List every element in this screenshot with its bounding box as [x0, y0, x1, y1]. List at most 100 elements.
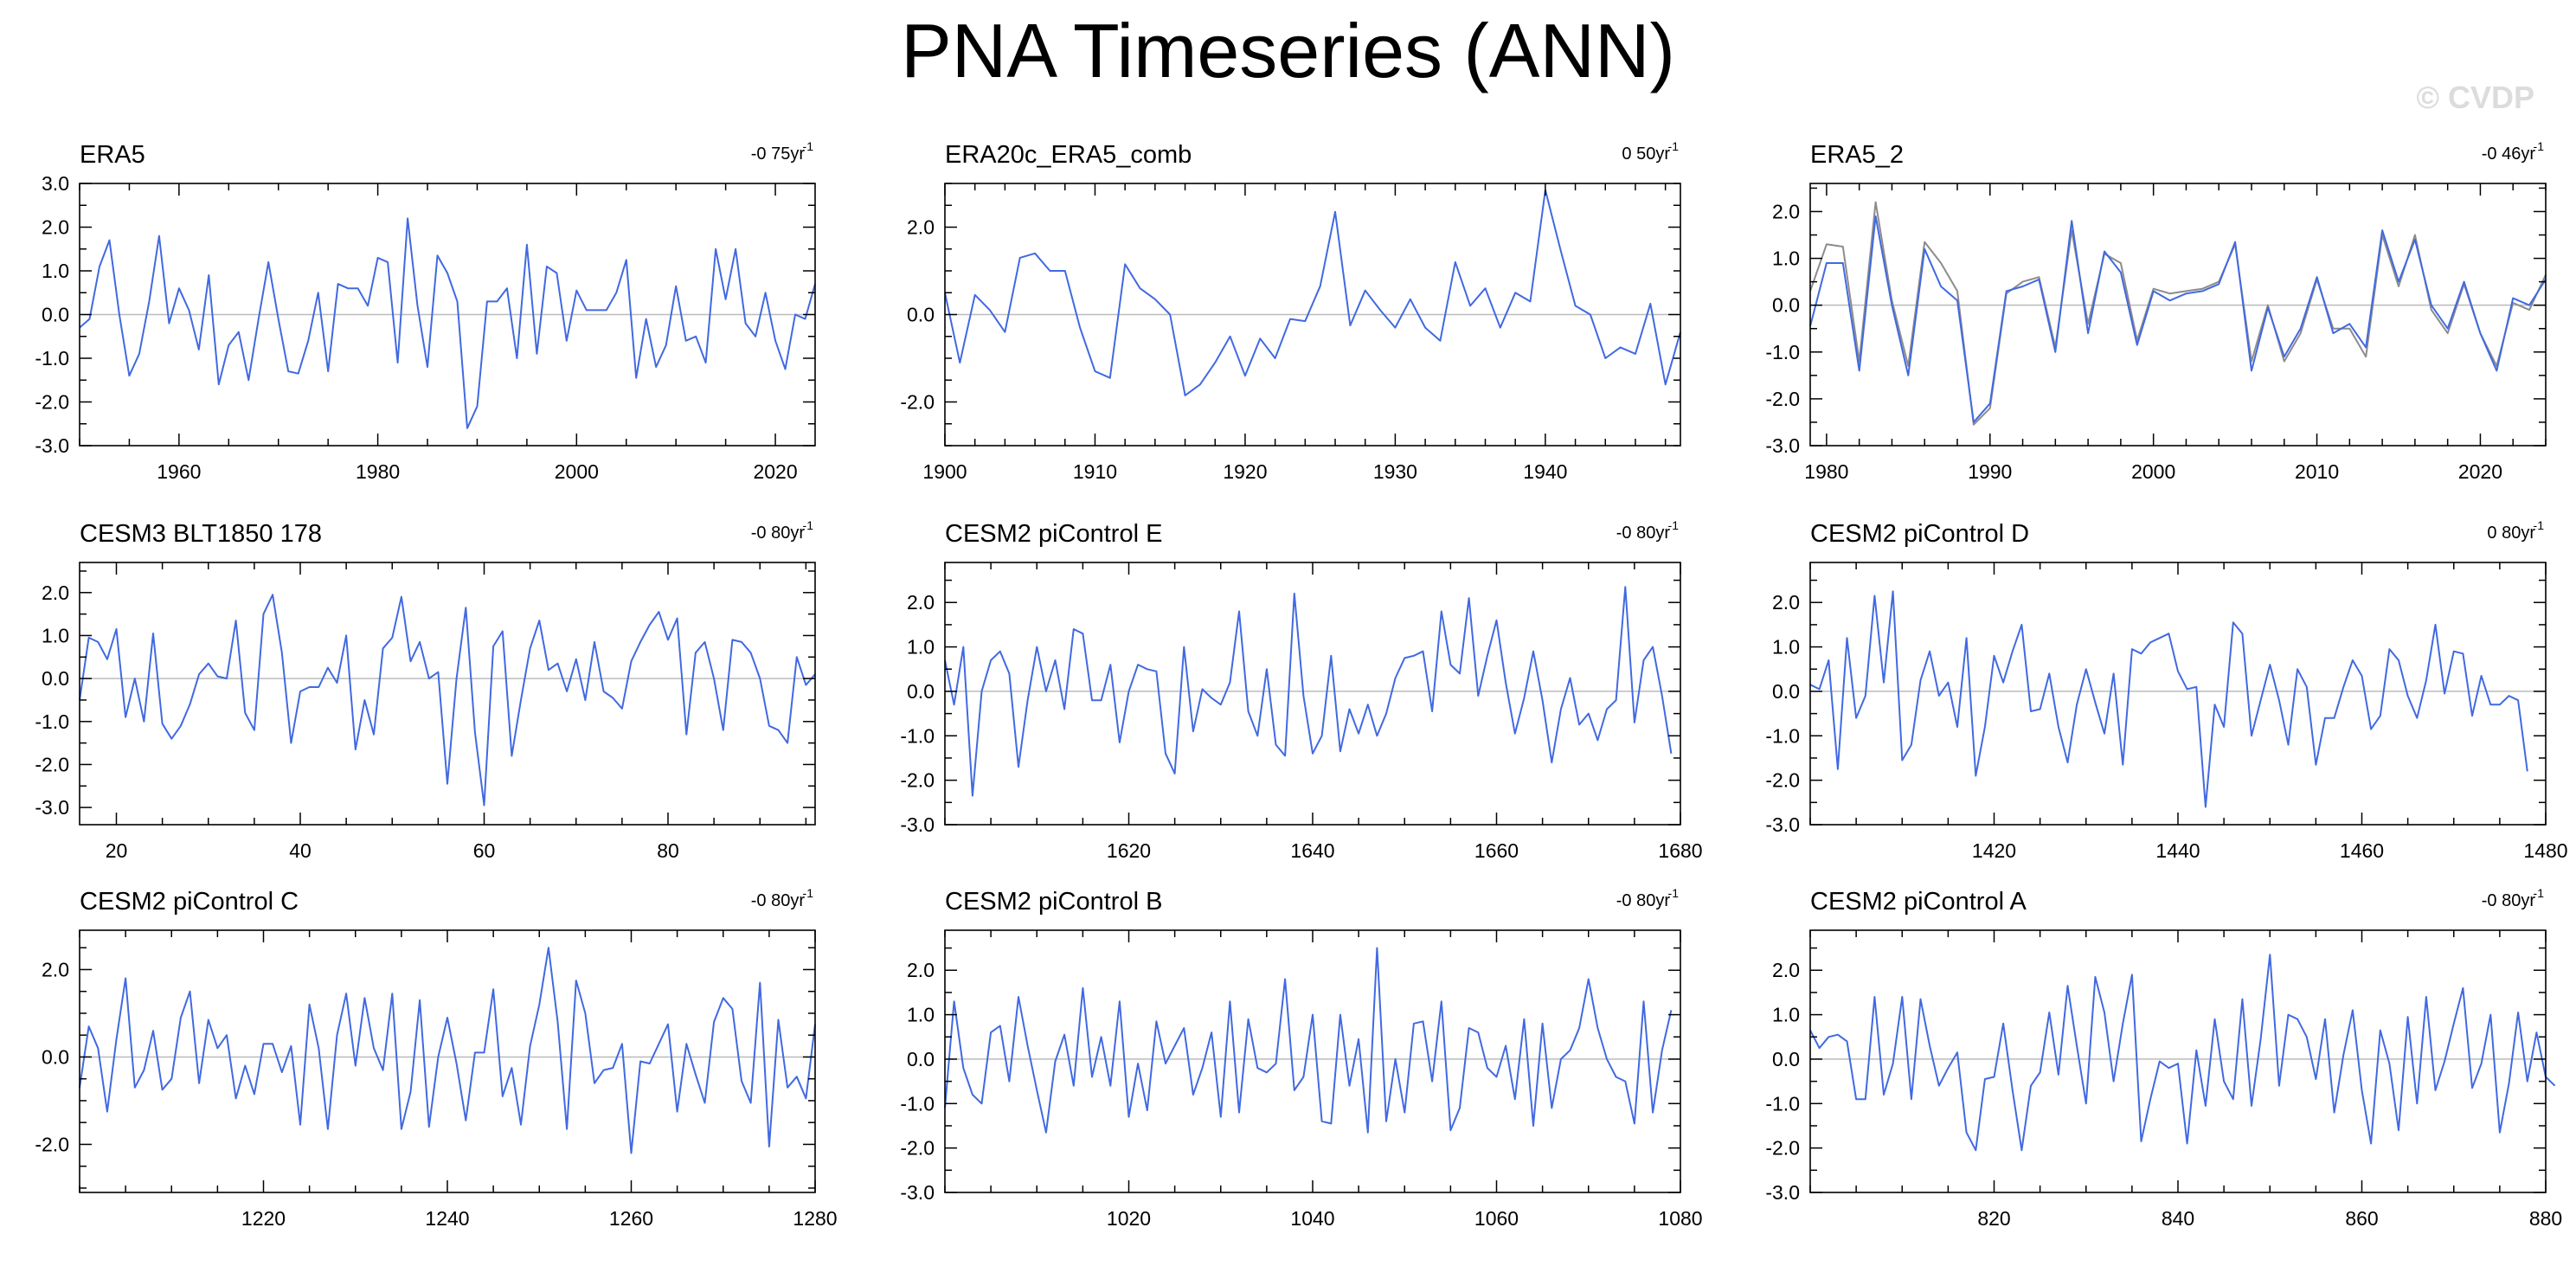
y-tick-label: 0.0: [42, 667, 69, 690]
x-tick-label: 2000: [555, 460, 599, 483]
series-line: [79, 217, 816, 429]
x-tick-label: 1260: [609, 1207, 653, 1230]
x-tick-label: 20: [106, 839, 128, 862]
x-tick-label: 1020: [1107, 1207, 1151, 1230]
x-tick-label: 1080: [1658, 1207, 1702, 1230]
y-tick-label: 0.0: [42, 304, 69, 326]
observed-overlay-line: [1809, 201, 2547, 426]
x-tick-label: 1480: [2523, 839, 2567, 862]
y-tick-label: -1.0: [1765, 724, 1800, 747]
x-tick-label: 880: [2529, 1207, 2562, 1230]
chart-title: CESM2 piControl E: [945, 520, 1162, 548]
chart-title: CESM2 piControl A: [1810, 888, 2027, 916]
plot-frame: [1809, 183, 2547, 447]
x-tick-label: 40: [289, 839, 312, 862]
y-tick-label: 1.0: [907, 1004, 935, 1026]
y-tick-label: 2.0: [907, 591, 935, 614]
x-tick-label: 1660: [1474, 839, 1519, 862]
x-tick-label: 1420: [1972, 839, 2016, 862]
x-tick-label: 1930: [1373, 460, 1417, 483]
y-tick-label: -2.0: [1765, 1137, 1800, 1160]
trend-label: -0 46yr: [2482, 145, 2536, 164]
y-tick-label: -3.0: [1765, 813, 1800, 836]
chart-panel: ERA20c_ERA5_comb 0 50yr-1 -2.0 0.0 2.0 1900 19…: [900, 139, 1681, 483]
chart-panel: ERA5_2 -0 46yr-1 -3.0 -2.0 -1.0 0.0 1.0 2.0 1980…: [1765, 139, 2547, 483]
chart-panel: ERA5 -0 75yr-1 -3.0 -2.0 -1.0 0.0 1.0 2.0 3.0 196…: [35, 139, 816, 483]
y-tick-label: -1.0: [1765, 1092, 1800, 1115]
x-tick-label: 1940: [1523, 460, 1567, 483]
plot-frame: [79, 929, 816, 1193]
x-tick-label: 1440: [2155, 839, 2200, 862]
plot-frame: [79, 562, 816, 826]
chart-panel: CESM2 piControl E -0 80yr-1 -3.0 -2.0 -1.0 0.…: [900, 518, 1702, 862]
trend-label: -0 75yr: [751, 145, 806, 164]
trend-unit: -1: [2534, 886, 2545, 900]
chart-title: ERA5: [80, 141, 145, 169]
x-tick-label: 80: [657, 839, 679, 862]
y-tick-label: 1.0: [1772, 1004, 1800, 1026]
chart-title: CESM2 piControl D: [1810, 520, 2029, 548]
y-tick-label: -3.0: [900, 1181, 935, 1204]
trend-unit: -1: [803, 886, 814, 900]
chart-panel: CESM2 piControl C -0 80yr-1 -2.0 0.0 2.0 1220…: [35, 886, 837, 1230]
trend-label: -0 80yr: [1616, 524, 1671, 543]
x-tick-label: 1640: [1290, 839, 1334, 862]
chart-title: ERA20c_ERA5_comb: [945, 141, 1192, 169]
y-tick-label: -1.0: [900, 724, 935, 747]
series-line: [79, 594, 816, 807]
x-tick-label: 1910: [1073, 460, 1117, 483]
x-tick-label: 2020: [753, 460, 797, 483]
x-tick-label: 1990: [1968, 460, 2012, 483]
trend-unit: -1: [1668, 886, 1680, 900]
y-tick-label: -2.0: [35, 391, 69, 414]
trend-unit: -1: [1668, 518, 1680, 532]
x-tick-label: 1980: [356, 460, 400, 483]
chart-title: CESM2 piControl C: [80, 888, 299, 916]
x-tick-label: 1460: [2340, 839, 2384, 862]
x-tick-label: 1900: [922, 460, 967, 483]
y-tick-label: -2.0: [1765, 769, 1800, 792]
y-tick-label: 2.0: [42, 216, 69, 239]
y-tick-label: 0.0: [907, 680, 935, 703]
y-tick-label: -2.0: [35, 753, 69, 775]
y-tick-label: 2.0: [907, 216, 935, 239]
trend-unit: -1: [803, 518, 814, 532]
y-tick-label: 1.0: [1772, 247, 1800, 270]
x-tick-label: 2000: [2131, 460, 2175, 483]
y-tick-label: 1.0: [42, 624, 69, 646]
trend-label: -0 80yr: [751, 891, 806, 910]
x-tick-label: 860: [2345, 1207, 2378, 1230]
trend-label: -0 80yr: [2482, 891, 2536, 910]
trend-label: 0 80yr: [2487, 524, 2535, 543]
x-tick-label: 2020: [2458, 460, 2502, 483]
y-tick-label: 3.0: [42, 172, 69, 195]
series-line: [944, 189, 1681, 396]
x-tick-label: 1620: [1107, 839, 1151, 862]
y-tick-label: 2.0: [42, 582, 69, 604]
y-tick-label: -2.0: [900, 1137, 935, 1160]
chart-panel: CESM2 piControl A -0 80yr-1 -3.0 -2.0 -1.0 0.…: [1765, 886, 2562, 1230]
y-tick-label: -3.0: [1765, 434, 1800, 457]
y-tick-label: 1.0: [1772, 636, 1800, 659]
y-tick-label: 1.0: [42, 260, 69, 282]
chart-panel: CESM2 piControl D 0 80yr-1 -3.0 -2.0 -1.0 0.0…: [1765, 518, 2567, 862]
y-tick-label: 2.0: [1772, 591, 1800, 614]
plot-frame: [1809, 929, 2547, 1193]
x-tick-label: 1920: [1223, 460, 1267, 483]
y-tick-label: 0.0: [1772, 1048, 1800, 1070]
x-tick-label: 1060: [1474, 1207, 1519, 1230]
plot-frame: [1809, 562, 2547, 826]
y-tick-label: 2.0: [1772, 959, 1800, 981]
trend-unit: -1: [2534, 518, 2545, 532]
y-tick-label: 0.0: [907, 1048, 935, 1070]
x-tick-label: 2010: [2295, 460, 2339, 483]
x-tick-label: 60: [473, 839, 496, 862]
chart-title: CESM3 BLT1850 178: [80, 520, 322, 548]
y-tick-label: -2.0: [900, 769, 935, 792]
x-tick-label: 1280: [793, 1207, 837, 1230]
y-tick-label: 2.0: [42, 958, 69, 980]
y-tick-label: -1.0: [35, 710, 69, 733]
trend-label: -0 80yr: [751, 524, 806, 543]
trend-unit: -1: [803, 139, 814, 153]
y-tick-label: -1.0: [900, 1092, 935, 1115]
